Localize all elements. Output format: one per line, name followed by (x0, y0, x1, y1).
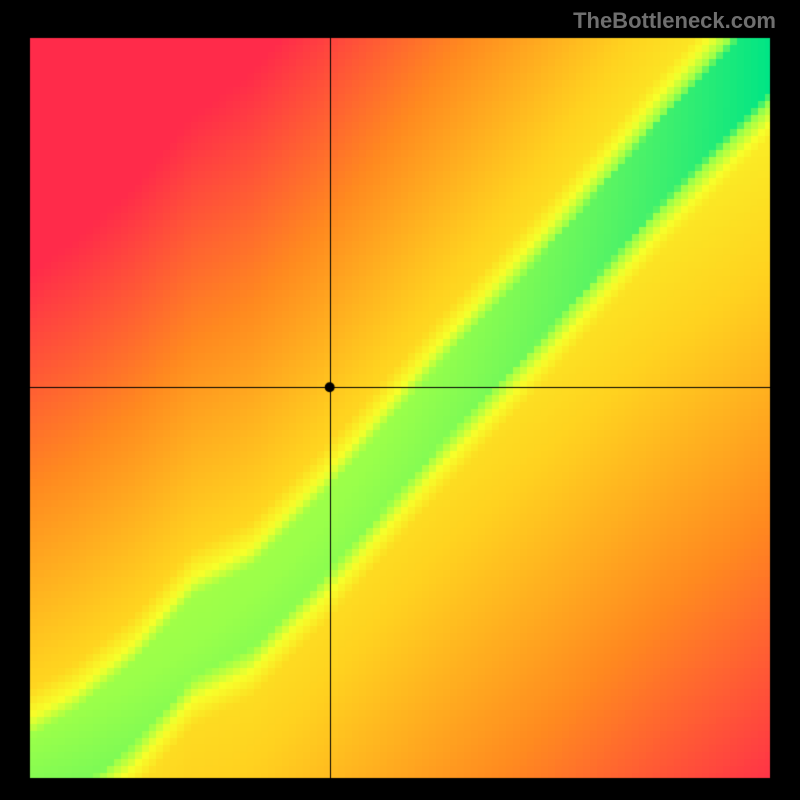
watermark-text: TheBottleneck.com (573, 8, 776, 34)
heatmap-canvas (0, 0, 800, 800)
chart-container: TheBottleneck.com (0, 0, 800, 800)
